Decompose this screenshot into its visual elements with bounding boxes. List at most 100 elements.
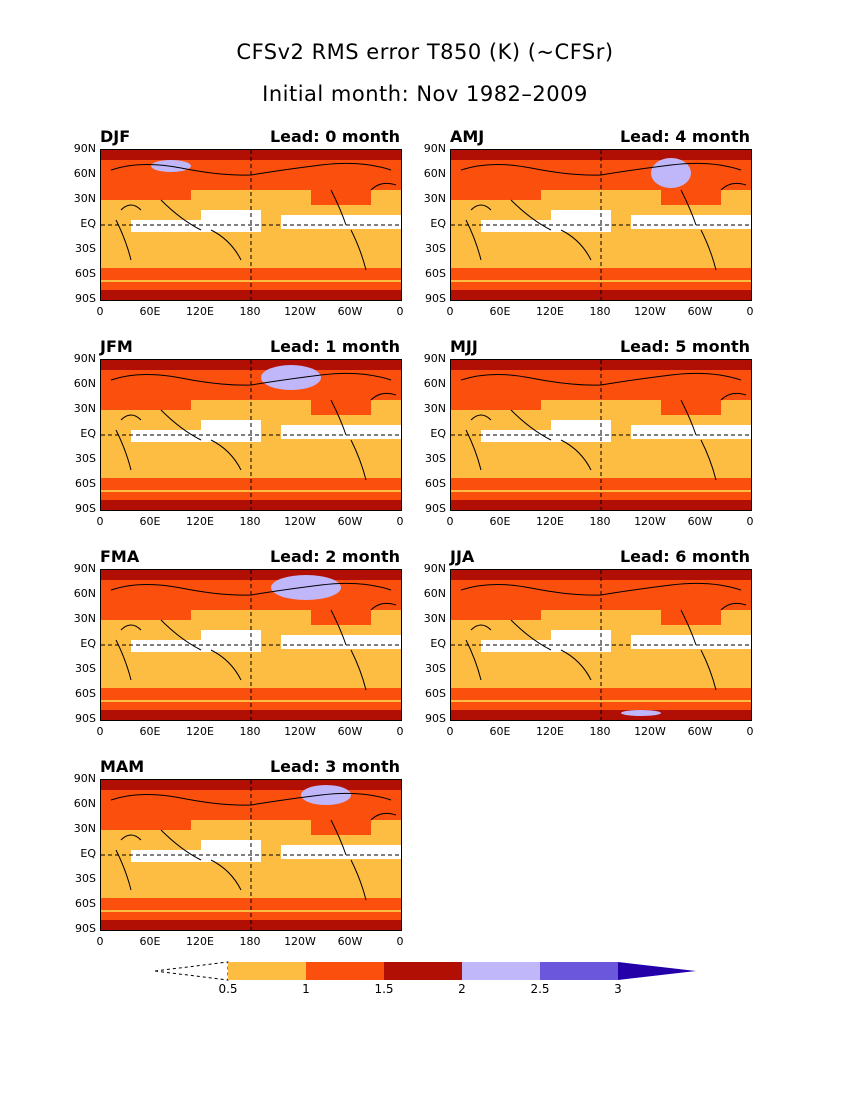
lon-tick-label: 60E [489, 725, 511, 738]
lat-tick-label: 60N [423, 377, 446, 390]
lon-tick-label: 60E [139, 305, 161, 318]
lon-tick-label: 180 [589, 305, 611, 318]
lon-tick-label: 0 [746, 515, 754, 528]
lat-tick-label: EQ [80, 847, 96, 860]
lon-tick-label: 60W [687, 515, 713, 528]
lon-tick-label: 60W [337, 725, 363, 738]
lon-tick-label: 60W [337, 515, 363, 528]
panel-lead-label: Lead: 5 month [619, 337, 750, 356]
lat-tick-label: EQ [80, 427, 96, 440]
lon-tick-label: 120E [186, 935, 214, 948]
colorbar-tick-label: 1 [302, 982, 310, 996]
colorbar-swatch [462, 962, 540, 980]
panel-lead-label: Lead: 2 month [269, 547, 400, 566]
lon-tick-label: 0 [96, 305, 104, 318]
map-plot [450, 359, 752, 511]
lat-tick-label: 60N [73, 797, 96, 810]
map-svg [451, 360, 751, 510]
lon-tick-label: 120E [536, 725, 564, 738]
map-panel-jja: JJA Lead: 6 month 90N 60N 30N EQ 30S 60S 90S 0 60E… [424, 547, 810, 767]
lat-tick-label: 30N [73, 612, 96, 625]
map-plot [100, 779, 402, 931]
colorbar-over-triangle [618, 962, 696, 980]
lon-tick-label: 180 [239, 725, 261, 738]
map-plot [100, 149, 402, 301]
lat-tick-label: 60N [73, 587, 96, 600]
lat-tick-label: 60N [423, 167, 446, 180]
lat-tick-label: 60N [73, 167, 96, 180]
map-panel-mam: MAM Lead: 3 month 90N 60N 30N EQ 30S 60S 90S 0 60E… [74, 757, 460, 977]
lat-tick-label: 60S [75, 687, 96, 700]
lon-tick-label: 120E [186, 515, 214, 528]
colorbar: 0.5 1 1.5 2 2.5 3 [150, 960, 710, 1000]
map-svg [101, 780, 401, 930]
lon-tick-label: 120E [186, 305, 214, 318]
lon-tick-label: 0 [396, 725, 404, 738]
panel-season-label: FMA [100, 547, 140, 566]
lat-tick-label: 90N [73, 562, 96, 575]
lon-tick-label: 180 [589, 725, 611, 738]
chart-title: CFSv2 RMS error T850 (K) (~CFSr) [236, 40, 614, 64]
lat-tick-label: 60N [423, 587, 446, 600]
lon-tick-label: 0 [446, 725, 454, 738]
panel-lead-label: Lead: 1 month [269, 337, 400, 356]
colorbar-tick-label: 0.5 [218, 982, 238, 996]
lat-tick-label: 90S [425, 292, 446, 305]
lat-tick-label: 30S [425, 662, 446, 675]
lon-tick-label: 60W [337, 305, 363, 318]
colorbar-swatch [306, 962, 384, 980]
lat-tick-label: 30S [75, 662, 96, 675]
panel-season-label: JFM [100, 337, 133, 356]
lat-tick-label: 90N [73, 352, 96, 365]
lat-tick-label: 90S [75, 502, 96, 515]
map-panel-djf: DJF Lead: 0 month 90N 60N 30N EQ 30S 60S 90S 0 60E… [74, 127, 460, 347]
lon-tick-label: 0 [96, 515, 104, 528]
map-svg [101, 360, 401, 510]
map-panel-jfm: JFM Lead: 1 month 90N 60N 30N EQ 30S 60S 90S 0 60E… [74, 337, 460, 557]
lon-tick-label: 0 [396, 515, 404, 528]
lon-tick-label: 60E [139, 725, 161, 738]
lat-tick-label: 90N [73, 142, 96, 155]
panel-season-label: DJF [100, 127, 131, 146]
colorbar-swatch [228, 962, 306, 980]
lon-tick-label: 0 [396, 935, 404, 948]
panel-lead-label: Lead: 4 month [619, 127, 750, 146]
colorbar-tick-label: 3 [614, 982, 622, 996]
map-svg [451, 150, 751, 300]
lon-tick-label: 120W [634, 305, 666, 318]
lat-tick-label: 60S [425, 687, 446, 700]
lat-tick-label: 60S [425, 267, 446, 280]
panel-lead-label: Lead: 0 month [269, 127, 400, 146]
lat-tick-label: 90S [75, 712, 96, 725]
chart-subtitle: Initial month: Nov 1982–2009 [262, 82, 588, 106]
lon-tick-label: 0 [446, 305, 454, 318]
map-panel-fma: FMA Lead: 2 month 90N 60N 30N EQ 30S 60S 90S 0 60E… [74, 547, 460, 767]
lat-tick-label: 60S [75, 897, 96, 910]
lon-tick-label: 120E [536, 305, 564, 318]
lat-tick-label: 30N [423, 612, 446, 625]
lat-tick-label: 90N [423, 352, 446, 365]
lat-tick-label: 30S [425, 242, 446, 255]
lon-tick-label: 0 [746, 725, 754, 738]
map-plot [100, 569, 402, 721]
lon-tick-label: 180 [239, 305, 261, 318]
lon-tick-label: 0 [396, 305, 404, 318]
lon-tick-label: 180 [589, 515, 611, 528]
lat-tick-label: 30N [73, 192, 96, 205]
lat-tick-label: 90N [423, 562, 446, 575]
lat-tick-label: 60S [75, 267, 96, 280]
lat-tick-label: EQ [430, 427, 446, 440]
lat-tick-label: 30S [75, 872, 96, 885]
lat-tick-label: EQ [80, 637, 96, 650]
map-panel-mjj: MJJ Lead: 5 month 90N 60N 30N EQ 30S 60S 90S 0 60E… [424, 337, 810, 557]
lon-tick-label: 120W [284, 725, 316, 738]
colorbar-under-triangle [154, 961, 229, 981]
lon-tick-label: 0 [746, 305, 754, 318]
map-panel-amj: AMJ Lead: 4 month 90N 60N 30N EQ 30S 60S 90S 0 60E… [424, 127, 810, 347]
lon-tick-label: 60W [687, 305, 713, 318]
map-svg [451, 570, 751, 720]
lat-tick-label: 30N [423, 192, 446, 205]
colorbar-tick-label: 2.5 [530, 982, 550, 996]
colorbar-swatches [154, 961, 696, 981]
lon-tick-label: 60W [687, 725, 713, 738]
